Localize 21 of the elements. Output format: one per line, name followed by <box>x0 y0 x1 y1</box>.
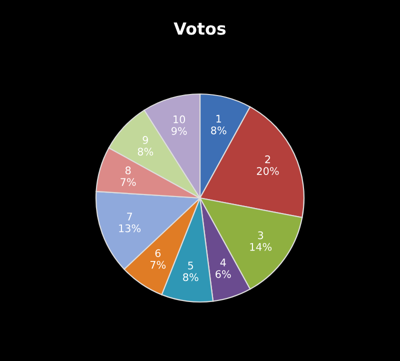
slice-label: 9 <box>142 136 148 144</box>
slice-label: 7 <box>127 212 132 220</box>
data-label: 7% <box>120 178 136 186</box>
slice-label: 6 <box>155 249 161 258</box>
chart-title: Votos <box>174 22 226 35</box>
data-label: 8% <box>211 126 226 134</box>
data-label: 14% <box>250 242 272 251</box>
slice-label: 10 <box>174 115 186 124</box>
data-label: 8% <box>183 273 198 282</box>
slice-label: 5 <box>188 262 194 270</box>
data-label: 9% <box>172 127 187 135</box>
slice-label: 3 <box>258 231 264 240</box>
data-label: 6% <box>216 270 231 278</box>
data-label: 8% <box>138 148 154 156</box>
data-label: 13% <box>119 224 141 232</box>
slice-label: 4 <box>220 258 226 266</box>
slice-label: 2 <box>265 155 270 164</box>
data-label: 20% <box>256 167 279 175</box>
slice-label: 8 <box>125 166 131 174</box>
data-label: 7% <box>150 260 166 269</box>
slice-label: 1 <box>216 114 221 123</box>
